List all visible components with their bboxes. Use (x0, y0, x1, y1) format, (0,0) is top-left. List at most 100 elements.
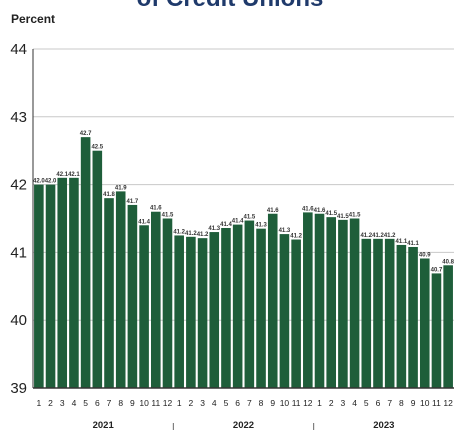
data-label: 41.4 (138, 219, 150, 225)
bar (338, 219, 348, 388)
x-tick-label: 7 (387, 398, 392, 408)
bar (221, 227, 231, 388)
x-tick-label: 5 (224, 398, 229, 408)
bar (104, 198, 114, 388)
x-tick-label: 9 (270, 398, 275, 408)
x-tick-label: 12 (163, 398, 173, 408)
bar (244, 220, 255, 388)
data-label: 41.5 (349, 213, 361, 219)
x-tick-label: 7 (107, 398, 112, 408)
year-labels: 2021 2022 2023 (93, 420, 395, 431)
bar (291, 239, 301, 388)
data-label: 41.5 (244, 215, 256, 221)
data-label: 41.2 (384, 233, 396, 239)
data-label: 41.6 (150, 206, 162, 212)
chart-title-fragment: of Credit Unions (137, 0, 324, 12)
bar (326, 217, 337, 388)
data-label: 41.5 (325, 211, 337, 217)
data-label: 42.5 (91, 145, 103, 151)
bar (209, 232, 220, 388)
data-label: 42.0 (33, 179, 45, 185)
x-tick-label: 1 (36, 398, 41, 408)
year-label: 2023 (373, 420, 394, 431)
bar (279, 234, 290, 388)
x-tick-label: 6 (95, 398, 100, 408)
bar (69, 177, 79, 388)
data-label: 42.7 (80, 131, 92, 137)
data-label: 41.3 (255, 223, 267, 229)
x-tick-label: 10 (280, 398, 290, 408)
data-label: 42.1 (68, 172, 80, 178)
x-tick-label: 6 (376, 398, 381, 408)
year-label: 2022 (233, 420, 254, 431)
bar (186, 236, 196, 388)
data-labels: 42.0 42.042.1 42.142.742.541.841.941.741.4… (33, 131, 454, 273)
y-tick-label: 40 (10, 312, 27, 329)
x-tick-label: 5 (83, 398, 88, 408)
data-label: 40.9 (419, 253, 431, 259)
x-tick-label: 8 (399, 398, 404, 408)
x-tick-label: 8 (118, 398, 123, 408)
x-tick-label: 9 (411, 398, 416, 408)
data-label: 40.7 (431, 267, 443, 273)
bar (419, 258, 430, 388)
year-label: 2021 (93, 420, 115, 431)
bar (314, 213, 325, 388)
data-label: 41.2 (290, 234, 302, 240)
x-tick-label: 11 (151, 398, 160, 408)
data-label: 41.3 (208, 226, 220, 232)
data-label: 41.8 (103, 192, 115, 198)
x-tick-label: 10 (139, 398, 149, 408)
bar (384, 238, 395, 388)
x-tick-label: 3 (200, 398, 205, 408)
y-tick-labels: 39 40 41 42 43 44 (10, 41, 27, 397)
bar (45, 184, 56, 388)
data-label: 41.6 (314, 208, 326, 214)
bars (34, 137, 453, 388)
y-tick-label: 44 (10, 41, 27, 58)
bar (396, 244, 407, 388)
data-label: 42.1 (56, 172, 68, 178)
bar (197, 238, 208, 388)
bar (162, 218, 173, 388)
bar (361, 238, 372, 388)
bar (431, 273, 442, 388)
bar (139, 225, 149, 388)
bar (267, 213, 278, 388)
data-label: 41.9 (115, 185, 127, 191)
x-tick-label: 11 (432, 398, 441, 408)
data-label: 41.4 (232, 219, 244, 225)
data-label: 41.2 (372, 233, 384, 239)
data-label: 41.4 (220, 222, 232, 228)
x-tick-label: 7 (247, 398, 252, 408)
x-tick-labels: 1 2 3 4 5 6 7 8 9 10 11 12 1 2 3 4 5 6 7 8 9 10 11 12 1 2 3 4 5 6 7 8 9 1… (36, 398, 453, 408)
bar (373, 238, 383, 388)
data-label: 41.5 (337, 214, 349, 220)
x-tick-label: 4 (72, 398, 77, 408)
bar (303, 212, 313, 388)
x-tick-label: 1 (317, 398, 322, 408)
gridlines (33, 48, 454, 321)
x-tick-label: 12 (303, 398, 313, 408)
data-label: 40.8 (442, 259, 454, 265)
data-label: 41.2 (185, 231, 197, 237)
axes (32, 49, 454, 389)
x-tick-label: 3 (60, 398, 65, 408)
data-label: 42.0 (45, 179, 57, 185)
data-label: 41.1 (396, 239, 408, 245)
x-tick-label: 11 (292, 398, 301, 408)
bar (80, 137, 91, 388)
bar (150, 211, 161, 388)
x-tick-label: 6 (235, 398, 240, 408)
bar (34, 184, 44, 388)
y-tick-label: 42 (10, 177, 27, 194)
bar (232, 224, 243, 388)
y-tick-label: 41 (10, 244, 27, 261)
y-tick-label: 39 (10, 380, 27, 397)
x-tick-label: 3 (341, 398, 346, 408)
bar (443, 265, 453, 388)
data-label: 41.6 (302, 206, 314, 212)
data-label: 41.7 (127, 199, 139, 205)
x-tick-label: 9 (130, 398, 135, 408)
